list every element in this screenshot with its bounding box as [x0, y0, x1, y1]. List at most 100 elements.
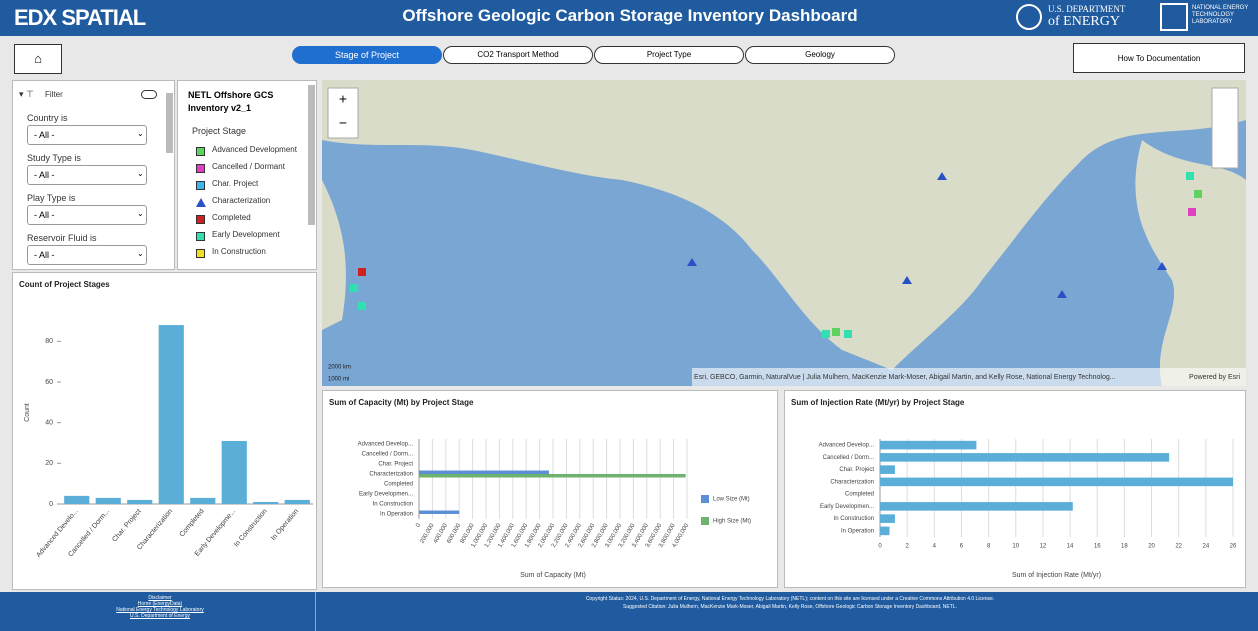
bar: [190, 497, 216, 504]
y-tick-label: Early Developmen...: [359, 492, 413, 498]
legend-panel: NETL Offshore GCS Inventory v2_1 Project…: [177, 80, 317, 270]
bar: [880, 440, 977, 450]
chevron: ⌄: [137, 209, 144, 218]
legend-label: Low Size (Mt): [713, 497, 750, 503]
y-tick-label: In Operation: [380, 512, 413, 518]
field-label: Country is: [27, 113, 68, 123]
bar: [221, 440, 247, 504]
footer-links: Disclaimer Home (EnergyData) National Ener…: [100, 595, 220, 619]
bar: [95, 497, 121, 504]
bar: [880, 453, 1170, 462]
legend-label: Characterization: [212, 196, 271, 205]
legend-subtitle: Project Stage: [192, 126, 247, 136]
chart-panel: Sum of Injection Rate (Mt/yr) by Project…: [784, 390, 1246, 588]
x-tick-label: 22: [1175, 544, 1182, 550]
copyright: Copyright Status: 2024, U.S. Department …: [585, 596, 995, 602]
logo: EDX SPATIAL: [14, 5, 146, 30]
legend-swatch: [701, 517, 709, 525]
legend-swatch: [196, 164, 205, 173]
doc-button[interactable]: How To Documentation: [1073, 43, 1245, 73]
x-tick-label: In Construction: [233, 508, 269, 549]
bar: [127, 499, 153, 504]
x-tick-label: 16: [1094, 544, 1101, 550]
doe-bottom: of ENERGY: [1048, 14, 1120, 29]
x-axis-label: Sum of Capacity (Mt): [520, 572, 586, 579]
filter-title: Filter: [45, 90, 63, 99]
attribution: Esri, GEBCO, Garmin, NaturalVue | Julia …: [694, 374, 1116, 381]
x-tick-label: 0: [878, 544, 882, 550]
x-tick-label: 18: [1121, 544, 1128, 550]
footer: Disclaimer Home (EnergyData) National Ener…: [0, 592, 1258, 631]
zoom-in[interactable]: +: [339, 91, 347, 107]
tab[interactable]: Project Type: [594, 46, 744, 64]
select[interactable]: - All -: [27, 125, 147, 145]
doe-seal: [1016, 4, 1042, 30]
chevron: ⌄: [137, 129, 144, 138]
footer-link[interactable]: Disclaimer: [148, 595, 172, 601]
tab[interactable]: CO2 Transport Method: [443, 46, 593, 64]
legend-label: Cancelled / Dormant: [212, 162, 285, 171]
x-tick-label: 14: [1067, 544, 1074, 550]
x-tick-label: Completed: [179, 508, 206, 539]
scale-mi: 1000 mi: [328, 377, 349, 383]
y-tick-label: Completed: [384, 482, 413, 488]
x-tick-label: 8: [987, 544, 991, 550]
field-label: Play Type is: [27, 193, 76, 203]
y-axis-label: Count: [24, 403, 31, 422]
land: [1135, 140, 1246, 386]
footer-link[interactable]: Home (EnergyData): [137, 601, 183, 607]
y-tick-label: Char. Project: [839, 467, 874, 473]
x-tick-label: In Operation: [270, 508, 300, 542]
legend-swatch: [196, 249, 205, 258]
bar: [419, 510, 460, 514]
zoom-control[interactable]: [327, 87, 359, 139]
x-tick-label: 26: [1230, 544, 1237, 550]
map-tools[interactable]: [1211, 87, 1239, 169]
home-button[interactable]: ⌂: [14, 44, 62, 74]
x-tick-label: 12: [1040, 544, 1047, 550]
x-tick-label: 20: [1148, 544, 1155, 550]
chart-panel: Sum of Capacity (Mt) by Project Stage020…: [322, 390, 778, 588]
select[interactable]: - All -: [27, 245, 147, 265]
header: EDX SPATIAL Offshore Geologic Carbon Sto…: [0, 0, 1258, 36]
tab[interactable]: Geology: [745, 46, 895, 64]
y-tick-label: Advanced Develop...: [819, 443, 875, 449]
legend-label: Completed: [212, 213, 251, 222]
x-tick-label: Char. Project: [111, 508, 142, 544]
bar: [880, 477, 1233, 487]
legend-swatch: [196, 215, 205, 224]
y-tick-label: Early Developmen...: [820, 504, 874, 510]
land: [322, 80, 1246, 370]
filter-panel: ▾ ⊤ Filter Country is - All - ⌄ Study Type …: [12, 80, 175, 270]
footer-link[interactable]: National Energy Technology Laboratory: [116, 607, 204, 613]
y-tick-label: 60: [45, 379, 53, 386]
legend-label: In Construction: [212, 247, 266, 256]
filter-icon: ▾ ⊤: [19, 89, 34, 99]
title: Offshore Geologic Carbon Storage Invento…: [402, 6, 858, 25]
divider: [315, 592, 316, 631]
chart-title: Sum of Capacity (Mt) by Project Stage: [329, 398, 474, 407]
y-tick-label: In Construction: [373, 502, 413, 508]
zoom-out[interactable]: −: [339, 115, 347, 131]
scrollbar: [308, 85, 315, 225]
bar: [419, 474, 686, 478]
y-tick-label: 20: [45, 460, 53, 467]
footer-link[interactable]: U.S. Department of Energy: [129, 613, 191, 619]
bar: [880, 526, 890, 536]
netl: NATIONAL ENERGY TECHNOLOGY LABORATORY: [1192, 5, 1249, 25]
y-tick-label: Characterization: [369, 472, 413, 478]
chevron: ⌄: [137, 249, 144, 258]
x-tick-label: 0: [415, 522, 422, 528]
legend-label: Advanced Development: [212, 145, 297, 154]
bar: [880, 502, 1073, 511]
bar: [284, 499, 310, 504]
y-tick-label: 0: [49, 501, 53, 508]
select[interactable]: - All -: [27, 165, 147, 185]
tab[interactable]: Stage of Project: [292, 46, 442, 64]
toggle[interactable]: [141, 90, 157, 99]
y-tick-label: In Operation: [841, 528, 874, 534]
x-tick-label: 4: [933, 544, 937, 550]
select[interactable]: - All -: [27, 205, 147, 225]
bar: [880, 465, 895, 474]
